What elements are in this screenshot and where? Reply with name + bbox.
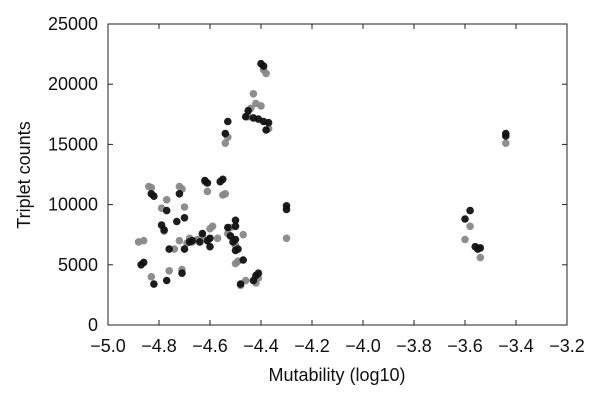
data-point xyxy=(188,236,196,245)
y-tick-label: 20000 xyxy=(48,74,98,94)
data-point xyxy=(259,62,268,70)
data-point xyxy=(476,244,485,252)
data-point xyxy=(180,245,189,253)
data-point xyxy=(466,206,474,215)
x-tick-label: −4.0 xyxy=(345,336,381,356)
data-point xyxy=(160,226,168,234)
data-point xyxy=(147,273,156,281)
data-point xyxy=(198,229,207,238)
x-tick-label: −4.6 xyxy=(192,336,228,356)
data-point xyxy=(221,190,230,198)
x-tick-label: −3.6 xyxy=(447,336,483,356)
data-point xyxy=(461,215,469,223)
data-point xyxy=(165,267,173,275)
x-tick-label: −4.2 xyxy=(294,336,330,356)
y-tick-label: 15000 xyxy=(48,134,98,154)
data-point xyxy=(249,90,258,98)
data-point xyxy=(221,129,230,138)
y-tick-label: 25000 xyxy=(48,14,98,34)
data-point xyxy=(162,206,171,215)
data-point xyxy=(147,183,156,192)
data-point xyxy=(175,236,184,245)
x-tick-label: −3.8 xyxy=(396,336,432,356)
data-point xyxy=(231,235,240,244)
data-point xyxy=(203,179,212,187)
x-tick-label: −3.4 xyxy=(498,336,534,356)
data-point xyxy=(213,234,222,243)
y-axis-label: Triplet counts xyxy=(14,121,34,228)
data-point xyxy=(254,269,263,278)
data-point xyxy=(162,276,171,285)
data-point xyxy=(262,69,270,78)
data-point xyxy=(221,139,230,147)
data-point xyxy=(150,280,158,288)
x-tick-label: −4.4 xyxy=(243,336,279,356)
y-tick-label: 5000 xyxy=(58,255,98,275)
data-point xyxy=(178,269,186,278)
data-point xyxy=(150,192,158,200)
x-tick-label: −5.0 xyxy=(90,336,126,356)
x-axis: −5.0 −4.8 −4.6 −4.4 −4.2 −4.0 −3.8 −3.6 −3.4 −3.2 xyxy=(90,24,585,356)
y-axis: 0 5000 10000 15000 20000 25000 xyxy=(48,14,567,335)
data-point xyxy=(162,196,171,204)
data-point xyxy=(241,112,250,121)
data-point xyxy=(502,139,510,147)
data-point xyxy=(466,222,474,231)
data-point xyxy=(180,203,189,211)
data-point xyxy=(239,230,247,239)
y-tick-label: 10000 xyxy=(48,195,98,215)
data-point xyxy=(231,222,240,231)
x-axis-label: Mutability (log10) xyxy=(268,365,405,385)
data-point xyxy=(262,126,270,134)
x-tick-label: −3.2 xyxy=(549,336,585,356)
data-point xyxy=(196,238,204,246)
plot-background xyxy=(108,24,567,325)
data-point xyxy=(180,214,189,222)
data-point xyxy=(257,102,265,110)
data-point xyxy=(206,242,214,251)
data-point xyxy=(206,234,214,243)
data-point xyxy=(282,205,291,214)
data-point xyxy=(236,280,245,288)
data-point xyxy=(175,190,184,198)
data-points xyxy=(134,59,510,290)
data-point xyxy=(203,187,212,196)
data-point xyxy=(461,235,469,244)
y-tick-label: 0 xyxy=(88,315,98,335)
data-point xyxy=(219,175,227,184)
data-point xyxy=(502,129,510,138)
data-point xyxy=(224,223,232,232)
data-point xyxy=(139,236,148,245)
data-point xyxy=(476,253,485,262)
data-point xyxy=(234,245,242,253)
data-point xyxy=(282,234,291,243)
x-tick-label: −4.8 xyxy=(141,336,177,356)
plot-frame xyxy=(107,23,568,326)
data-point xyxy=(224,117,232,126)
data-point xyxy=(264,118,273,127)
data-point xyxy=(208,222,217,231)
data-point xyxy=(165,245,173,253)
data-point xyxy=(173,217,181,226)
data-point xyxy=(239,256,247,264)
data-point xyxy=(139,258,148,267)
data-point xyxy=(231,216,240,225)
data-point xyxy=(244,106,252,115)
